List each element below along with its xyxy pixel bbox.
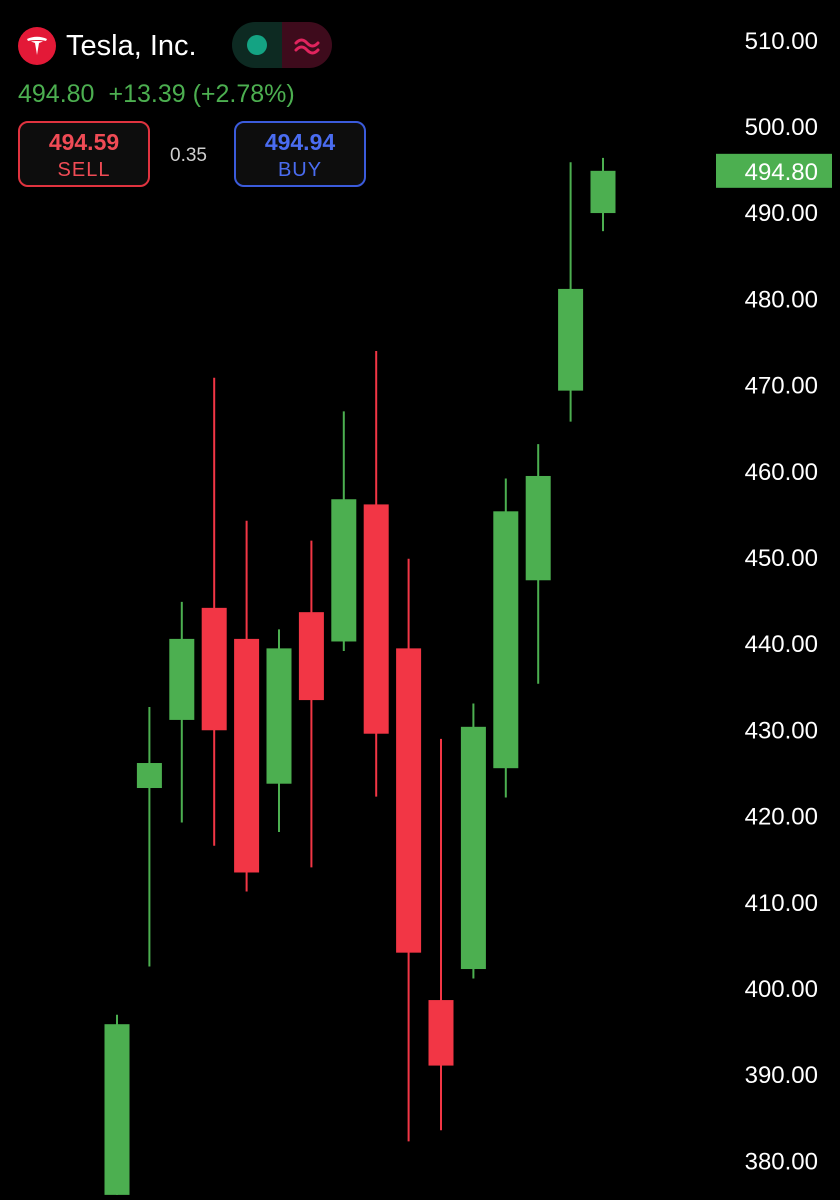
buy-price: 494.94 [264, 129, 336, 155]
candle [363, 350, 389, 797]
price-axis: 510.00 500.00 490.00 480.00 470.00 460.00 450.… [716, 28, 832, 1175]
last-price: 494.80 [18, 80, 95, 108]
candle-body [266, 648, 292, 784]
tesla-t-glyph [27, 36, 47, 55]
market-open-dot-icon [247, 35, 267, 55]
market-status [232, 22, 282, 68]
sell-button[interactable]: 494.59 SELL [18, 121, 150, 187]
candle [331, 411, 357, 651]
y-tick-label: 490.00 [745, 200, 818, 227]
status-pill[interactable] [232, 22, 332, 68]
y-tick-label: 420.00 [745, 804, 818, 831]
candle [201, 377, 227, 846]
candle [428, 738, 454, 1131]
candle-body [590, 170, 616, 214]
candle [169, 601, 195, 823]
sell-price: 494.59 [48, 129, 120, 155]
candle-body [169, 638, 195, 720]
y-tick-label: 470.00 [745, 373, 818, 400]
candle-body [331, 499, 357, 642]
buy-label: BUY [277, 159, 323, 181]
candle-body [396, 648, 422, 953]
candle [136, 706, 162, 967]
y-tick-label: 500.00 [745, 114, 818, 141]
wave-button[interactable] [282, 22, 332, 68]
candle [460, 703, 486, 979]
quote-row: 494.80 +13.39 (+2.78%) [18, 80, 295, 109]
y-tick-label: 400.00 [745, 976, 818, 1003]
candle-body [428, 1000, 454, 1066]
tesla-logo-icon [18, 27, 56, 65]
candle [266, 629, 292, 832]
candle-body [493, 511, 519, 769]
candle-body [558, 288, 584, 391]
title-row: Tesla, Inc. [18, 27, 197, 65]
candle [558, 162, 584, 422]
y-tick-label: 390.00 [745, 1062, 818, 1089]
candle-body [136, 763, 162, 789]
price-change: +13.39 (+2.78%) [108, 80, 295, 108]
y-tick-label: 450.00 [745, 545, 818, 572]
last-price-badge-label: 494.80 [745, 159, 818, 186]
candle-body [363, 504, 389, 734]
y-tick-label: 480.00 [745, 286, 818, 313]
candle [493, 478, 519, 798]
candle [234, 520, 260, 892]
spread-value: 0.35 [170, 145, 207, 166]
candle [104, 1014, 130, 1195]
quote-header: Tesla, Inc. 494.80 +13.39 (+2.78%) 494.59… [18, 22, 378, 202]
y-tick-label: 460.00 [745, 459, 818, 486]
candle [298, 540, 324, 868]
y-tick-label: 430.00 [745, 717, 818, 744]
buy-button[interactable]: 494.94 BUY [234, 121, 366, 187]
candle-body [525, 475, 551, 581]
y-tick-label: 410.00 [745, 890, 818, 917]
candle-body [201, 607, 227, 731]
last-price-marker: 494.80 [716, 153, 832, 188]
y-tick-label: 380.00 [745, 1148, 818, 1175]
candles-layer [104, 157, 616, 1195]
candle-body [460, 726, 486, 970]
wave-icon [294, 38, 320, 55]
candle-body [104, 1024, 130, 1195]
candle [590, 157, 616, 232]
candle [396, 558, 422, 1142]
y-tick-label: 510.00 [745, 28, 818, 55]
company-name: Tesla, Inc. [66, 29, 197, 62]
candle-body [234, 638, 260, 873]
sell-label: SELL [57, 159, 111, 181]
candle [525, 444, 551, 684]
y-tick-label: 440.00 [745, 631, 818, 658]
last-price-badge [716, 153, 832, 188]
candle-body [298, 612, 324, 701]
